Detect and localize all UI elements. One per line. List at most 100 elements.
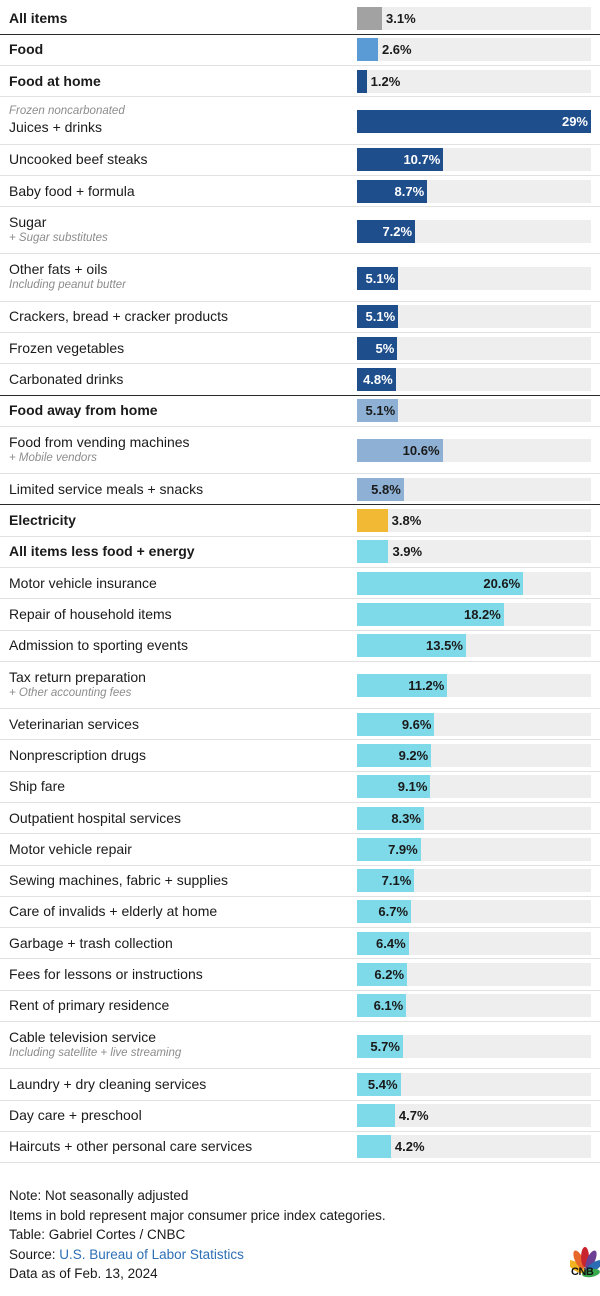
chart-row: Sewing machines, fabric + supplies 7.1% [0,865,600,896]
bar [357,1104,395,1128]
row-label: Garbage + trash collection [9,928,349,959]
chart-row: Ship fare 9.1% [0,771,600,802]
bar-value-label: 6.1% [373,998,404,1014]
row-divider [0,473,600,474]
row-divider [0,989,600,991]
chart-row: Day care + preschool 4.7% [0,1100,600,1131]
bar-value-label: 13.5% [426,638,463,654]
bar-value-label: 18.2% [463,606,501,622]
chart-row: Sugar + Sugar substitutes 7.2% [0,207,600,254]
row-label: Sewing machines, fabric + supplies [9,865,349,896]
row-label: Ship fare [9,771,349,802]
row-label: Sugar + Sugar substitutes [9,207,349,254]
bar [357,336,398,360]
row-divider [0,33,600,35]
chart-row: Carbonated drinks 4.8% [0,364,600,395]
logo-text: CNB [571,1266,594,1278]
row-divider [0,425,600,427]
chart-row: Cable television service Including satell… [0,1022,600,1069]
row-main-label: Ship fare [9,778,66,795]
bar [357,571,524,595]
bar-value-label: 7.1% [381,873,412,889]
row-main-label: Garbage + trash collection [9,934,173,951]
row-label: Motor vehicle repair [9,834,349,865]
bar [357,540,389,564]
row-divider [0,504,600,506]
bar [357,508,388,532]
chart-row: Motor vehicle insurance 20.6% [0,567,600,598]
bar-value-label: 3.1% [386,11,416,27]
row-divider [0,1068,600,1070]
row-main-label: Motor vehicle insurance [9,574,157,591]
row-main-label: Repair of household items [9,605,172,622]
row-main-label: Carbonated drinks [9,370,124,387]
row-pre-label: Frozen noncarbonated [9,105,125,118]
row-main-label: Laundry + dry cleaning services [9,1075,207,1092]
row-label: Crackers, bread + cracker products [9,301,349,332]
row-main-label: Uncooked beef steaks [9,151,148,168]
bar [357,837,421,861]
bar [357,439,443,463]
footer-data-date: Data as of Feb. 13, 2024 [9,1266,158,1281]
row-main-label: Frozen vegetables [9,339,125,356]
row-sub-label: + Sugar substitutes [9,232,108,245]
row-main-label: Food at home [9,72,101,89]
row-divider [0,331,600,333]
bar-value-label: 5.4% [367,1076,398,1092]
bar-track [357,477,591,501]
bar-value-label: 3.8% [391,512,422,528]
bar-track [357,1034,591,1058]
bar-value-label: 8.7% [394,183,425,199]
bar [357,148,444,172]
row-main-label: Food away from home [9,402,158,419]
chart-row: Care of invalids + elderly at home 6.7% [0,896,600,927]
bar-track [357,219,591,243]
row-label: Outpatient hospital services [9,802,349,833]
row-label: Nonprescription drugs [9,740,349,771]
row-label: Other fats + oils Including peanut butter [9,254,349,301]
row-label: Food [9,34,349,65]
row-divider [0,1162,600,1164]
bar-value-label: 5.1% [365,309,396,325]
row-label: Food from vending machines + Mobile vendo… [9,426,349,473]
row-label: Food at home [9,66,349,97]
row-divider [0,253,600,255]
bar-value-label: 5.8% [371,481,401,497]
bar-value-label: 6.7% [378,904,409,920]
row-main-label: Cable television service [9,1029,157,1046]
row-main-label: Day care + preschool [9,1107,142,1124]
bar-value-label: 4.2% [394,1139,425,1155]
bar-value-label: 20.6% [483,575,521,591]
bar-value-label: 10.6% [402,443,440,459]
source-prefix: Source: [9,1246,60,1262]
chart-row: Uncooked beef steaks 10.7% [0,144,600,175]
chart-row: Haircuts + other personal care services 4… [0,1131,600,1162]
bar-value-label: 5.7% [370,1038,400,1054]
row-label: Food away from home [9,395,349,426]
bar-value-label: 4.8% [363,371,393,387]
bar-value-label: 11.2% [408,678,445,694]
chart-row: Repair of household items 18.2% [0,599,600,630]
bar [357,931,409,955]
row-divider [0,770,600,772]
bar-track [357,900,591,924]
bar [357,712,435,736]
chart-row: Tax return preparation + Other accounting… [0,661,600,708]
row-divider [0,833,600,835]
bar [357,219,416,243]
chart-row: Food 2.6% [0,34,600,65]
footer-bold-note: Items in bold represent major consumer p… [9,1207,386,1223]
row-label: Care of invalids + elderly at home [9,896,349,927]
row-main-label: Tax return preparation [9,668,146,685]
row-divider [0,535,600,537]
bar-value-label: 10.7% [403,152,441,168]
bar-value-label: 6.2% [374,967,405,983]
bar-track [357,508,591,532]
chart-row: Baby food + formula 8.7% [0,175,600,206]
row-label: Motor vehicle insurance [9,567,349,598]
row-divider [0,708,600,709]
row-label: Veterinarian services [9,709,349,740]
row-divider [0,300,600,302]
chart-row: Crackers, bread + cracker products 5.1% [0,301,600,332]
source-link[interactable]: U.S. Bureau of Labor Statistics [59,1246,244,1262]
